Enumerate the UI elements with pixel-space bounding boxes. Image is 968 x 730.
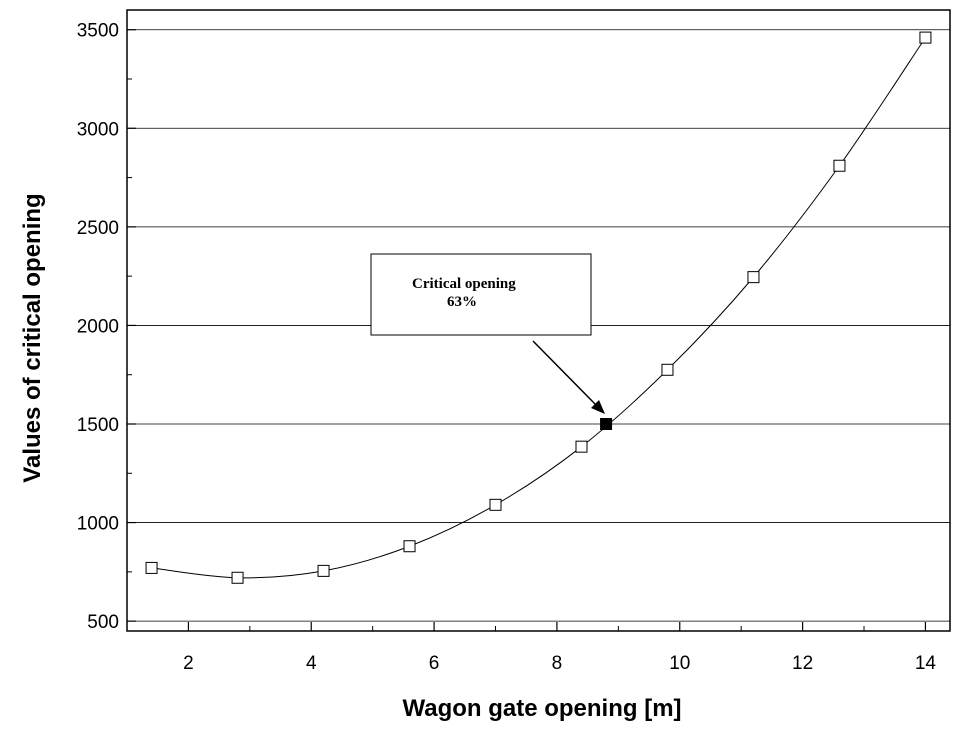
y-tick-label: 1500 [77,415,119,436]
y-tick-label: 1000 [77,514,119,535]
annotation-box [370,253,592,336]
y-axis-title: Values of critical opening [19,193,46,482]
data-series [145,31,932,584]
x-tick-label: 14 [915,653,937,674]
series-line [151,37,926,579]
data-point-marker [317,564,330,577]
x-axis-title: Wagon gate opening [m] [402,695,681,722]
axis-ticks [127,29,927,631]
plot-frame [126,9,951,632]
annotation-arrowhead [591,400,605,414]
data-point-marker [919,31,932,44]
annotation-line-1: Critical opening [412,276,516,292]
data-point-marker [575,440,588,453]
x-tick-label: 4 [306,653,317,674]
annotation-line-2: 63% [447,294,477,310]
x-tick-label: 10 [669,653,690,674]
data-point-marker [489,498,502,511]
critical-point-marker [600,418,613,430]
y-tick-label: 3500 [77,21,119,42]
y-tick-label: 500 [87,612,119,633]
tick-labels: 500 1000 1500 2000 2500 3000 3500 2 4 6 8 10 12 14 [77,21,937,674]
x-tick-label: 8 [552,653,563,674]
data-point-marker [747,271,760,284]
y-tick-label: 2500 [77,218,119,239]
x-tick-label: 12 [792,653,813,674]
y-tick-label: 3000 [77,119,119,140]
annotation-arrow [532,340,599,408]
y-tick-label: 2000 [77,316,119,337]
data-point-marker [145,561,158,574]
gridlines [127,29,950,622]
data-point-marker [833,159,846,172]
data-point-marker [403,540,416,553]
annotation: Critical opening 63% [370,253,605,414]
data-point-marker [231,571,244,584]
x-tick-label: 2 [183,653,194,674]
x-tick-label: 6 [429,653,440,674]
data-point-marker [661,363,674,376]
